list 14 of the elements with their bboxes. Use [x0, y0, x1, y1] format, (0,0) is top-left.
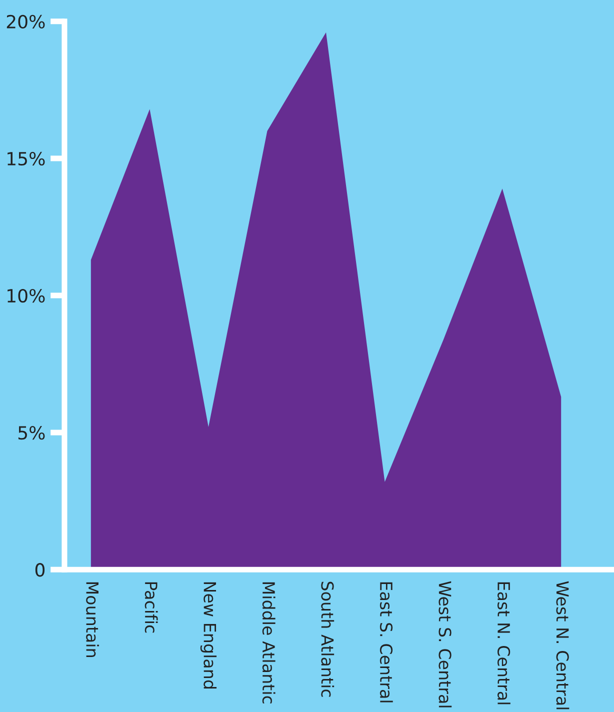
y-tick-label: 15%	[8, 152, 45, 166]
y-tick-label: 5%	[18, 426, 45, 440]
x-tick-label: East S. Central	[380, 582, 393, 702]
x-tick-label: West N. Central	[556, 581, 570, 710]
x-tick-label: Middle Atlantic	[262, 582, 276, 704]
x-tick-label: South Atlantic	[321, 582, 334, 697]
x-tick-label: Mountain	[86, 582, 99, 657]
y-tick-label: 20%	[6, 14, 45, 28]
x-tick-label: Pacific	[144, 582, 158, 633]
y-tick-label: 0	[35, 563, 45, 577]
y-tick-label: 10%	[8, 288, 45, 303]
x-tick-label: West S. Central	[438, 581, 452, 708]
x-tick-label: East N. Central	[497, 582, 510, 704]
x-tick-label: New England	[200, 582, 217, 689]
